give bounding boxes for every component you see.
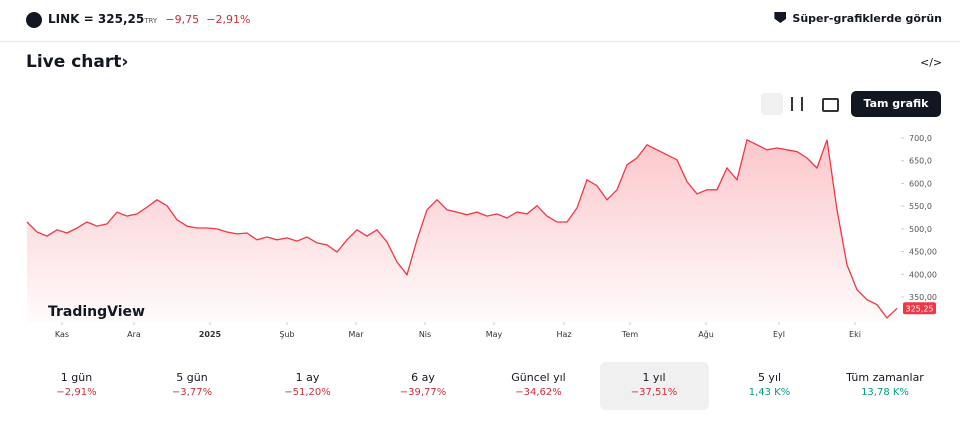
- y-tick-label: 700,0: [909, 134, 932, 143]
- y-tick-label: 550,0: [909, 202, 932, 211]
- period-button[interactable]: Tüm zamanlar 13,78 K%: [831, 362, 940, 410]
- change: −9,75: [165, 13, 200, 26]
- period-button[interactable]: 6 ay −39,77%: [369, 362, 478, 410]
- equals: =: [83, 12, 94, 26]
- period-change: −51,20%: [284, 387, 331, 398]
- x-tick-label: Tem: [621, 330, 638, 339]
- super-chart-button[interactable]: Süper-grafiklerde görün: [774, 12, 942, 25]
- x-tick-label: Ara: [127, 330, 141, 339]
- price: 325,25: [97, 12, 145, 26]
- symbol: LINK: [48, 12, 80, 26]
- period-button[interactable]: 1 gün −2,91%: [22, 362, 131, 410]
- y-tick-label: 500,0: [909, 225, 932, 234]
- x-tick-label: Ağu: [698, 330, 714, 339]
- line-style-button[interactable]: [761, 93, 783, 115]
- y-tick-label: 600,0: [909, 179, 932, 188]
- period-label: 5 yıl: [757, 371, 782, 384]
- x-tick-label: Haz: [556, 330, 571, 339]
- divider: [0, 41, 960, 42]
- candle-style-button[interactable]: [791, 97, 803, 111]
- watermark: TradingView: [48, 304, 145, 320]
- period-button[interactable]: 5 gün −3,77%: [138, 362, 247, 410]
- title-text: Live chart: [26, 52, 122, 72]
- period-change: −3,77%: [171, 387, 213, 398]
- section-title[interactable]: Live chart›: [26, 52, 128, 72]
- period-change: −39,77%: [399, 387, 447, 398]
- x-tick-label: Kas: [55, 330, 69, 339]
- x-tick-label: 2025: [199, 330, 222, 339]
- y-tick-label: 350,00: [909, 293, 937, 302]
- chart: 350,00 400,00 450,00 500,0 550,0 600,0 650,0 70…: [26, 134, 937, 339]
- period-button[interactable]: 1 yıl −37,51%: [599, 362, 709, 410]
- currency: TRY: [144, 17, 158, 25]
- y-tick-label: 450,00: [909, 248, 937, 257]
- last-price-label: 325,25: [906, 304, 934, 313]
- x-tick-label: Eyl: [773, 330, 785, 339]
- x-tick-label: Nis: [419, 330, 431, 339]
- period-change: −37,51%: [630, 387, 678, 398]
- y-tick-label: 400,00: [909, 270, 937, 279]
- x-tick-label: Şub: [279, 330, 294, 339]
- x-tick-label: May: [486, 330, 503, 339]
- period-change: 13,78 K%: [861, 387, 909, 398]
- x-tick-label: Eki: [849, 330, 861, 339]
- period-button[interactable]: 5 yıl 1,43 K%: [715, 362, 824, 410]
- period-button[interactable]: 1 ay −51,20%: [253, 362, 362, 410]
- area-fill: [27, 139, 897, 322]
- period-label: 5 gün: [176, 371, 208, 384]
- logo-icon: [26, 12, 42, 28]
- period-label: Güncel yıl: [511, 371, 566, 384]
- price-line: [26, 138, 898, 319]
- y-tick-label: 650,0: [909, 157, 932, 166]
- period-button[interactable]: Güncel yıl −34,62%: [484, 362, 593, 410]
- period-label: 1 ay: [295, 371, 320, 384]
- x-tick-label: Mar: [348, 330, 364, 339]
- embed-button[interactable]: </>: [920, 56, 943, 69]
- period-label: 1 yıl: [642, 371, 666, 384]
- period-label: 6 ay: [411, 371, 435, 384]
- full-chart-button[interactable]: Tam grafik: [851, 91, 941, 117]
- period-label: 1 gün: [60, 371, 93, 384]
- period-label: Tüm zamanlar: [846, 371, 924, 384]
- period-change: −2,91%: [56, 387, 97, 398]
- super-chart-text: Süper-grafiklerde görün: [792, 12, 942, 25]
- last-price-box: [903, 302, 936, 315]
- period-change: −34,62%: [515, 387, 562, 398]
- chevron: ›: [121, 52, 129, 72]
- ticker: LINK = 325,25TRY −9,75 −2,91%: [48, 12, 250, 26]
- snapshot-button[interactable]: [822, 98, 839, 112]
- period-change: 1,43 K%: [748, 387, 791, 398]
- change-pct: −2,91%: [206, 13, 251, 26]
